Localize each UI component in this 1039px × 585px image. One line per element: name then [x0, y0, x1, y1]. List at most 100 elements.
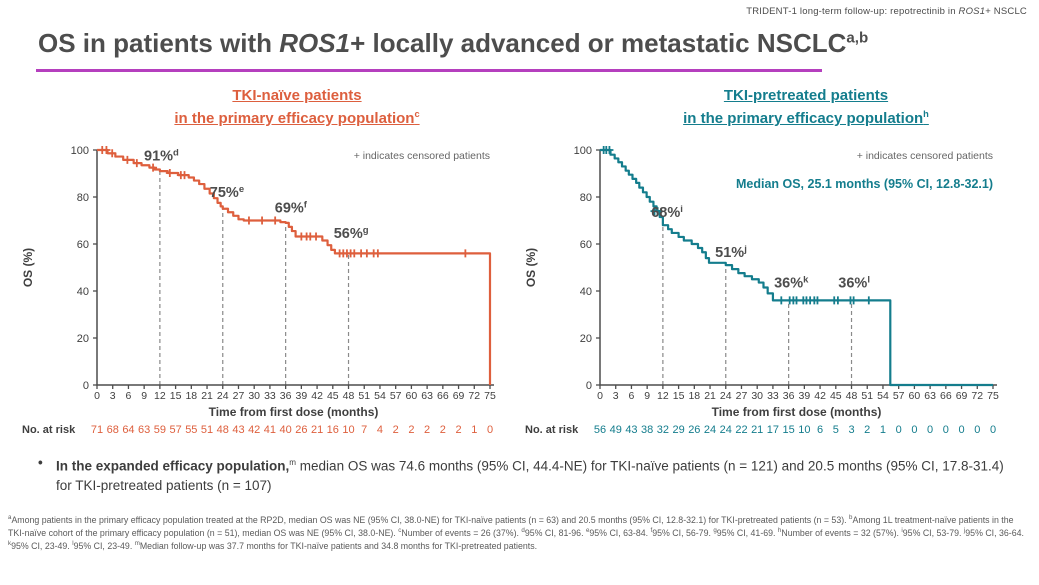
x-tick-label: 66 [940, 390, 952, 402]
no-at-risk-value: 24 [720, 424, 732, 436]
chart-subtitle-tki-naive-line2: in the primary efficacy populationc [174, 109, 420, 127]
x-tick-label: 21 [704, 390, 716, 402]
no-at-risk-value: 68 [107, 424, 119, 436]
no-at-risk-value: 59 [154, 424, 166, 436]
censor-mark-icon [792, 296, 801, 305]
x-tick-label: 24 [217, 390, 229, 402]
censor-mark-icon [864, 296, 873, 305]
x-tick-label: 27 [233, 390, 245, 402]
x-tick-label: 72 [971, 390, 983, 402]
no-at-risk-value: 1 [880, 424, 886, 436]
censor-mark-icon [350, 249, 359, 258]
x-tick-label: 27 [736, 390, 748, 402]
y-tick-label: 60 [77, 239, 89, 251]
no-at-risk-value: 64 [122, 424, 134, 436]
x-tick-label: 0 [94, 390, 100, 402]
x-tick-label: 72 [468, 390, 480, 402]
x-tick-label: 3 [110, 390, 116, 402]
no-at-risk-value: 6 [817, 424, 823, 436]
no-at-risk-value: 10 [798, 424, 810, 436]
no-at-risk-value: 48 [217, 424, 229, 436]
no-at-risk-value: 16 [327, 424, 339, 436]
y-tick-label: 0 [586, 380, 592, 392]
x-tick-label: 66 [437, 390, 449, 402]
x-tick-label: 33 [264, 390, 276, 402]
no-at-risk-value: 2 [864, 424, 870, 436]
x-tick-label: 39 [296, 390, 308, 402]
km-step-curve [97, 148, 492, 385]
no-at-risk-value: 24 [704, 424, 716, 436]
no-at-risk-value: 2 [424, 424, 430, 436]
chart-subtitle-tki-naive: TKI-naïve patients in the primary effica… [112, 86, 482, 128]
y-tick-label: 60 [580, 239, 592, 251]
y-tick-label: 20 [580, 333, 592, 345]
x-tick-label: 42 [814, 390, 826, 402]
x-tick-label: 63 [924, 390, 936, 402]
y-tick-label: 0 [83, 380, 89, 392]
y-tick-label: 80 [77, 192, 89, 204]
x-tick-label: 9 [644, 390, 650, 402]
censor-mark-icon [180, 171, 189, 180]
no-at-risk-label: No. at risk [22, 424, 76, 436]
no-at-risk-value: 55 [185, 424, 197, 436]
censor-mark-icon [373, 249, 382, 258]
no-at-risk-value: 41 [264, 424, 276, 436]
x-tick-label: 36 [280, 390, 292, 402]
no-at-risk-value: 43 [232, 424, 244, 436]
censor-mark-icon [461, 249, 470, 258]
x-tick-label: 69 [956, 390, 968, 402]
no-at-risk-value: 22 [735, 424, 747, 436]
x-tick-label: 12 [154, 390, 166, 402]
x-tick-label: 45 [830, 390, 842, 402]
no-at-risk-value: 32 [657, 424, 669, 436]
censor-mark-icon [102, 146, 111, 154]
title-underline-rule [36, 69, 822, 72]
x-axis-title: Time from first dose (months) [209, 405, 379, 419]
chart-subtitle-tki-pretreated-line1: TKI-pretreated patients [723, 87, 889, 104]
no-at-risk-value: 29 [672, 424, 684, 436]
no-at-risk-value: 0 [943, 424, 949, 436]
censor-mark-icon [605, 146, 614, 154]
no-at-risk-value: 7 [361, 424, 367, 436]
x-tick-label: 69 [453, 390, 465, 402]
x-tick-label: 48 [343, 390, 355, 402]
no-at-risk-value: 10 [342, 424, 354, 436]
censor-mark-icon [244, 216, 253, 225]
key-finding-text: In the expanded efficacy population,m me… [56, 458, 1004, 493]
x-tick-label: 9 [141, 390, 147, 402]
x-tick-label: 30 [751, 390, 763, 402]
y-axis-title: OS (%) [524, 248, 538, 287]
x-tick-label: 6 [629, 390, 635, 402]
no-at-risk-value: 0 [911, 424, 917, 436]
x-tick-label: 15 [673, 390, 685, 402]
x-tick-label: 75 [484, 390, 496, 402]
no-at-risk-label: No. at risk [525, 424, 579, 436]
no-at-risk-value: 26 [688, 424, 700, 436]
milestone-annotation: 36%k [774, 274, 809, 291]
x-tick-label: 18 [185, 390, 197, 402]
milestone-annotation: 51%j [715, 244, 747, 261]
no-at-risk-value: 42 [248, 424, 260, 436]
milestone-annotation: 69%f [275, 199, 308, 216]
x-tick-label: 57 [390, 390, 402, 402]
y-axis-title: OS (%) [21, 248, 35, 287]
no-at-risk-value: 0 [974, 424, 980, 436]
no-at-risk-value: 40 [280, 424, 292, 436]
censor-mark-icon [258, 216, 267, 225]
milestone-annotation: 36%l [838, 274, 870, 291]
x-tick-label: 51 [358, 390, 370, 402]
x-tick-label: 75 [987, 390, 999, 402]
censor-mark-icon [362, 249, 371, 258]
x-tick-label: 48 [846, 390, 858, 402]
milestone-annotation: 91%d [144, 148, 179, 165]
chart-subtitle-tki-naive-line1: TKI-naïve patients [232, 87, 362, 104]
no-at-risk-value: 71 [91, 424, 103, 436]
no-at-risk-value: 51 [201, 424, 213, 436]
x-tick-label: 21 [201, 390, 213, 402]
no-at-risk-value: 4 [377, 424, 383, 436]
x-tick-label: 42 [311, 390, 323, 402]
x-axis-title: Time from first dose (months) [712, 405, 882, 419]
y-tick-label: 40 [580, 286, 592, 298]
no-at-risk-value: 5 [833, 424, 839, 436]
